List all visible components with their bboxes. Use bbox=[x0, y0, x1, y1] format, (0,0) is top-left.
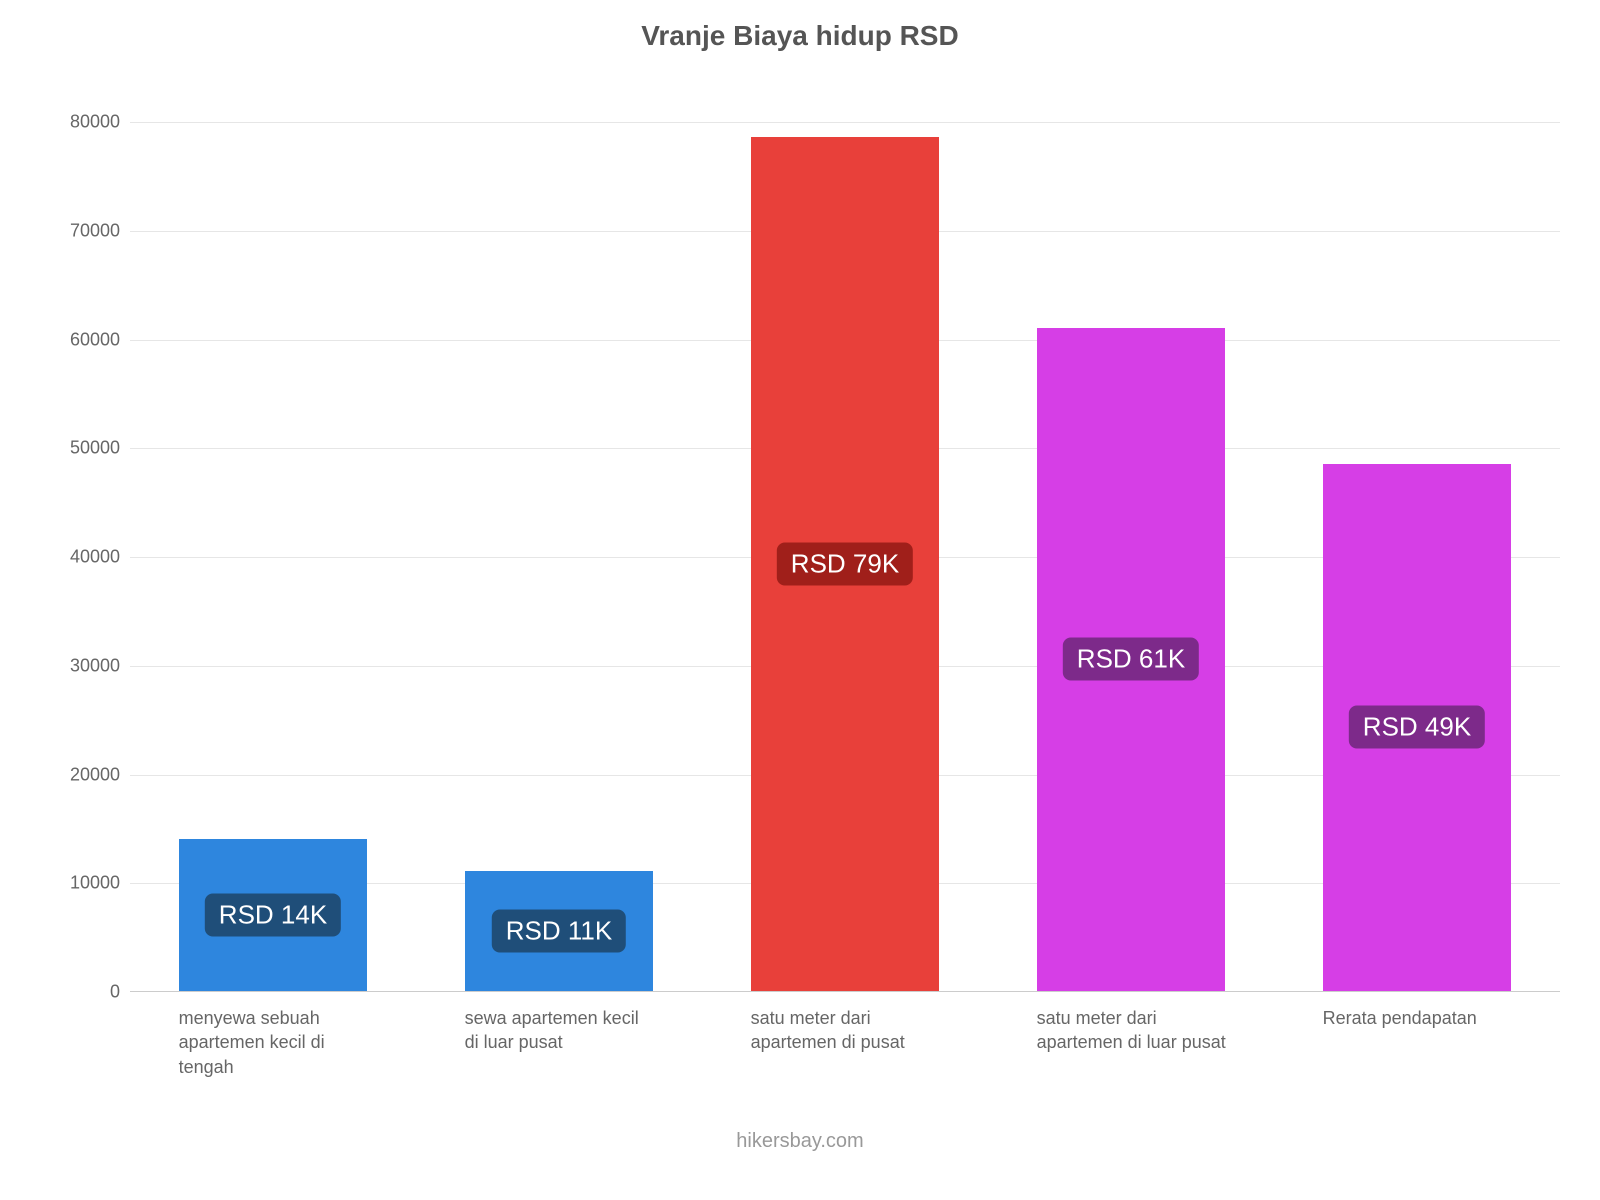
ytick-label: 10000 bbox=[70, 873, 130, 894]
ytick-label: 50000 bbox=[70, 438, 130, 459]
footer-credit: hikersbay.com bbox=[0, 1130, 1600, 1153]
value-badge: RSD 14K bbox=[205, 893, 341, 936]
ytick-label: 20000 bbox=[70, 764, 130, 785]
ytick-label: 40000 bbox=[70, 547, 130, 568]
xtick-label: satu meter dari apartemen di luar pusat bbox=[1037, 1006, 1227, 1055]
chart-title: Vranje Biaya hidup RSD bbox=[40, 20, 1560, 52]
xtick-label: Rerata pendapatan bbox=[1323, 1006, 1513, 1030]
gridline bbox=[130, 122, 1560, 123]
value-badge: RSD 79K bbox=[777, 543, 913, 586]
bar: RSD 11K bbox=[465, 871, 654, 991]
xtick-label: sewa apartemen kecil di luar pusat bbox=[465, 1006, 655, 1055]
ytick-label: 30000 bbox=[70, 655, 130, 676]
chart-container: Vranje Biaya hidup RSD 01000020000300004… bbox=[0, 0, 1600, 1200]
ytick-label: 70000 bbox=[70, 220, 130, 241]
ytick-label: 80000 bbox=[70, 112, 130, 133]
value-badge: RSD 61K bbox=[1063, 638, 1199, 681]
bar: RSD 14K bbox=[179, 839, 368, 991]
value-badge: RSD 11K bbox=[492, 910, 626, 953]
xtick-label: menyewa sebuah apartemen kecil di tengah bbox=[179, 1006, 369, 1079]
value-badge: RSD 49K bbox=[1349, 706, 1485, 749]
xtick-label: satu meter dari apartemen di pusat bbox=[751, 1006, 941, 1055]
bar: RSD 61K bbox=[1037, 328, 1226, 991]
bar: RSD 49K bbox=[1323, 464, 1512, 991]
ytick-label: 0 bbox=[110, 982, 130, 1003]
bar: RSD 79K bbox=[751, 137, 940, 991]
ytick-label: 60000 bbox=[70, 329, 130, 350]
plot-area: 0100002000030000400005000060000700008000… bbox=[130, 122, 1560, 992]
